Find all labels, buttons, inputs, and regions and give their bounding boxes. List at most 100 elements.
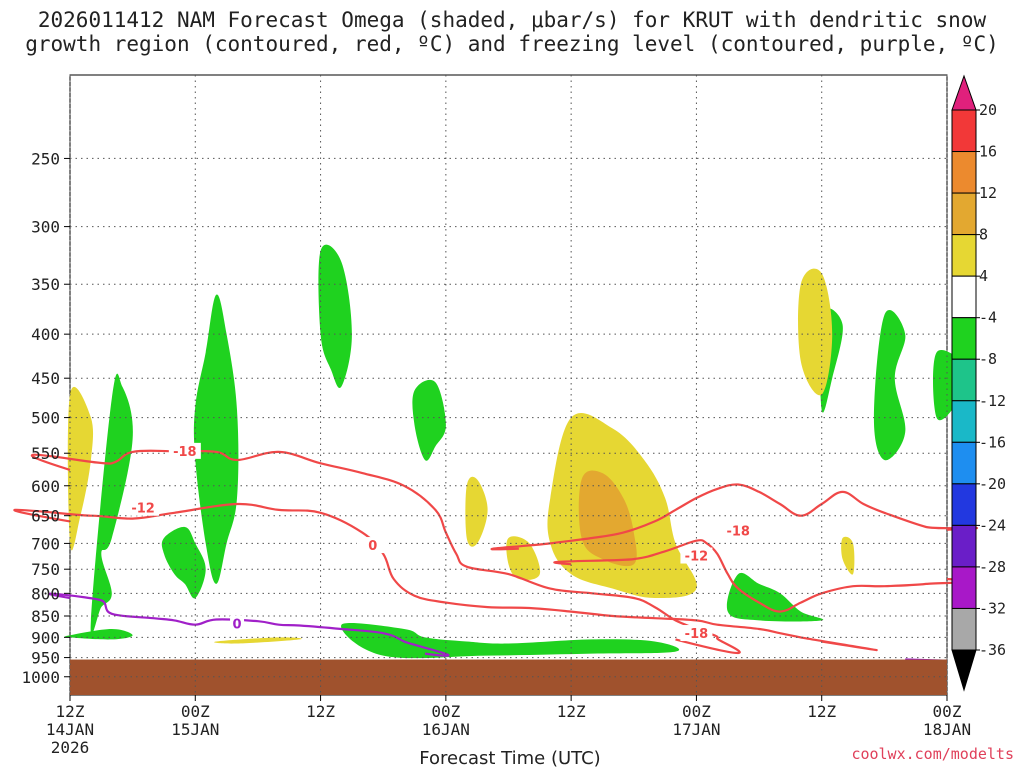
x-tick-label: 00Z (933, 702, 962, 721)
omega-region-17 (841, 536, 855, 575)
omega-region-2 (318, 244, 352, 389)
colorbar-band (951, 566, 977, 609)
x-tick-label: 16JAN (422, 720, 470, 739)
x-tick-label: 12Z (557, 702, 586, 721)
contour-line-1 (13, 502, 878, 652)
colorbar-band (951, 151, 977, 194)
colorbar-label: -20 (979, 475, 1006, 493)
colorbar-band (951, 275, 977, 319)
y-tick-label: 700 (31, 534, 60, 553)
colorbar-label: -32 (979, 599, 1006, 617)
contour-label-red: 0 (368, 539, 377, 554)
contour-label-purple: 0 (233, 618, 242, 633)
contour-label-red: -18 (726, 524, 750, 539)
y-tick-label: 500 (31, 409, 60, 428)
colorbar-bottom-arrow (951, 649, 977, 692)
colorbar: 20 16 12 8 4 -4 -8 -12 -16 -20 -24 -28 -32 -36 (951, 74, 1006, 692)
omega-region-11 (67, 386, 94, 551)
y-tick-label: 850 (31, 607, 60, 626)
colorbar-label: 12 (979, 184, 997, 202)
colorbar-label: 20 (979, 101, 997, 119)
y-tick-label: 1000 (21, 668, 60, 687)
contour-label-bg (127, 499, 160, 516)
contour-label-red: -18 (685, 627, 709, 642)
omega-shading-layer (64, 244, 969, 659)
colorbar-band (951, 317, 977, 360)
omega-region-1 (193, 294, 239, 584)
x-tick-label: 17JAN (672, 720, 720, 739)
omega-region-18 (214, 637, 302, 644)
chart-title-line1: 2026011412 NAM Forecast Omega (shaded, μ… (37, 8, 987, 32)
x-axis-label: Forecast Time (UTC) (419, 748, 600, 768)
contour-line-2 (490, 483, 979, 551)
colorbar-label: -8 (979, 350, 997, 368)
omega-region-15 (465, 476, 488, 547)
y-tick-label: 800 (31, 584, 60, 603)
contour-label-red: -12 (131, 502, 155, 517)
x-tick-label: 18JAN (923, 720, 971, 739)
contour-label-bg (680, 547, 713, 564)
contour-label-bg (680, 625, 713, 642)
omega-region-9 (341, 623, 680, 659)
omega-region-4 (161, 526, 206, 599)
credit-text: coolwx.com/modelts (851, 745, 1014, 763)
contour-labels: -18 -12 0 -18 -12 -18 0 (127, 442, 755, 642)
colorbar-band (951, 234, 977, 277)
colorbar-label: 16 (979, 143, 997, 161)
omega-region-10 (64, 629, 133, 640)
y-tick-label: 250 (31, 149, 60, 168)
y-tick-label: 350 (31, 275, 60, 294)
omega-region-3 (412, 379, 446, 461)
y-tick-label: 600 (31, 477, 60, 496)
y-tick-label: 900 (31, 628, 60, 647)
colorbar-band (951, 483, 977, 526)
colorbar-label: -16 (979, 433, 1006, 451)
x-tick-label: 12Z (306, 702, 335, 721)
y-tick-label: 450 (31, 369, 60, 388)
y-tick-label: 750 (31, 560, 60, 579)
colorbar-label: -4 (979, 309, 997, 327)
terrain-layer (70, 659, 947, 695)
y-axis: 250 300 350 400 450 500 550 600 650 700 750 800 850 9… (21, 149, 70, 687)
contour-label-bg (356, 537, 389, 554)
y-tick-label: 550 (31, 444, 60, 463)
contour-label-bg (230, 615, 245, 632)
colorbar-label: 8 (979, 226, 988, 244)
contour-label-red: -18 (173, 445, 197, 460)
contour-line-3 (553, 539, 974, 613)
colorbar-band (951, 441, 977, 485)
x-tick-label: 14JAN (46, 720, 94, 739)
colorbar-label: 4 (979, 267, 988, 285)
x-tick-label: 00Z (181, 702, 210, 721)
colorbar-label: -36 (979, 641, 1006, 659)
x-tick-label: 2026 (51, 738, 90, 757)
y-tick-label: 650 (31, 507, 60, 526)
colorbar-band (951, 607, 977, 651)
colorbar-band (951, 192, 977, 236)
y-tick-label: 300 (31, 218, 60, 237)
colorbar-band (951, 109, 977, 153)
chart-title-line2: growth region (contoured, red, ºC) and f… (25, 32, 999, 56)
colorbar-top-arrow (951, 74, 977, 111)
omega-region-0 (90, 373, 133, 636)
omega-region-14 (798, 268, 833, 396)
x-tick-label: 15JAN (171, 720, 219, 739)
x-tick-label: 00Z (682, 702, 711, 721)
colorbar-label: -12 (979, 392, 1006, 410)
x-tick-label: 12Z (56, 702, 85, 721)
omega-region-8 (726, 572, 824, 622)
omega-region-6 (873, 310, 906, 461)
colorbar-band (951, 524, 977, 568)
contour-label-red: -12 (685, 550, 709, 565)
y-tick-label: 400 (31, 325, 60, 344)
contour-label-bg (168, 442, 201, 459)
colorbar-label: -28 (979, 558, 1006, 576)
contour-label-bg (722, 522, 755, 539)
y-tick-label: 950 (31, 649, 60, 668)
x-tick-label: 12Z (807, 702, 836, 721)
terrain-fill (70, 659, 947, 695)
colorbar-band (951, 400, 977, 443)
x-tick-label: 00Z (431, 702, 460, 721)
